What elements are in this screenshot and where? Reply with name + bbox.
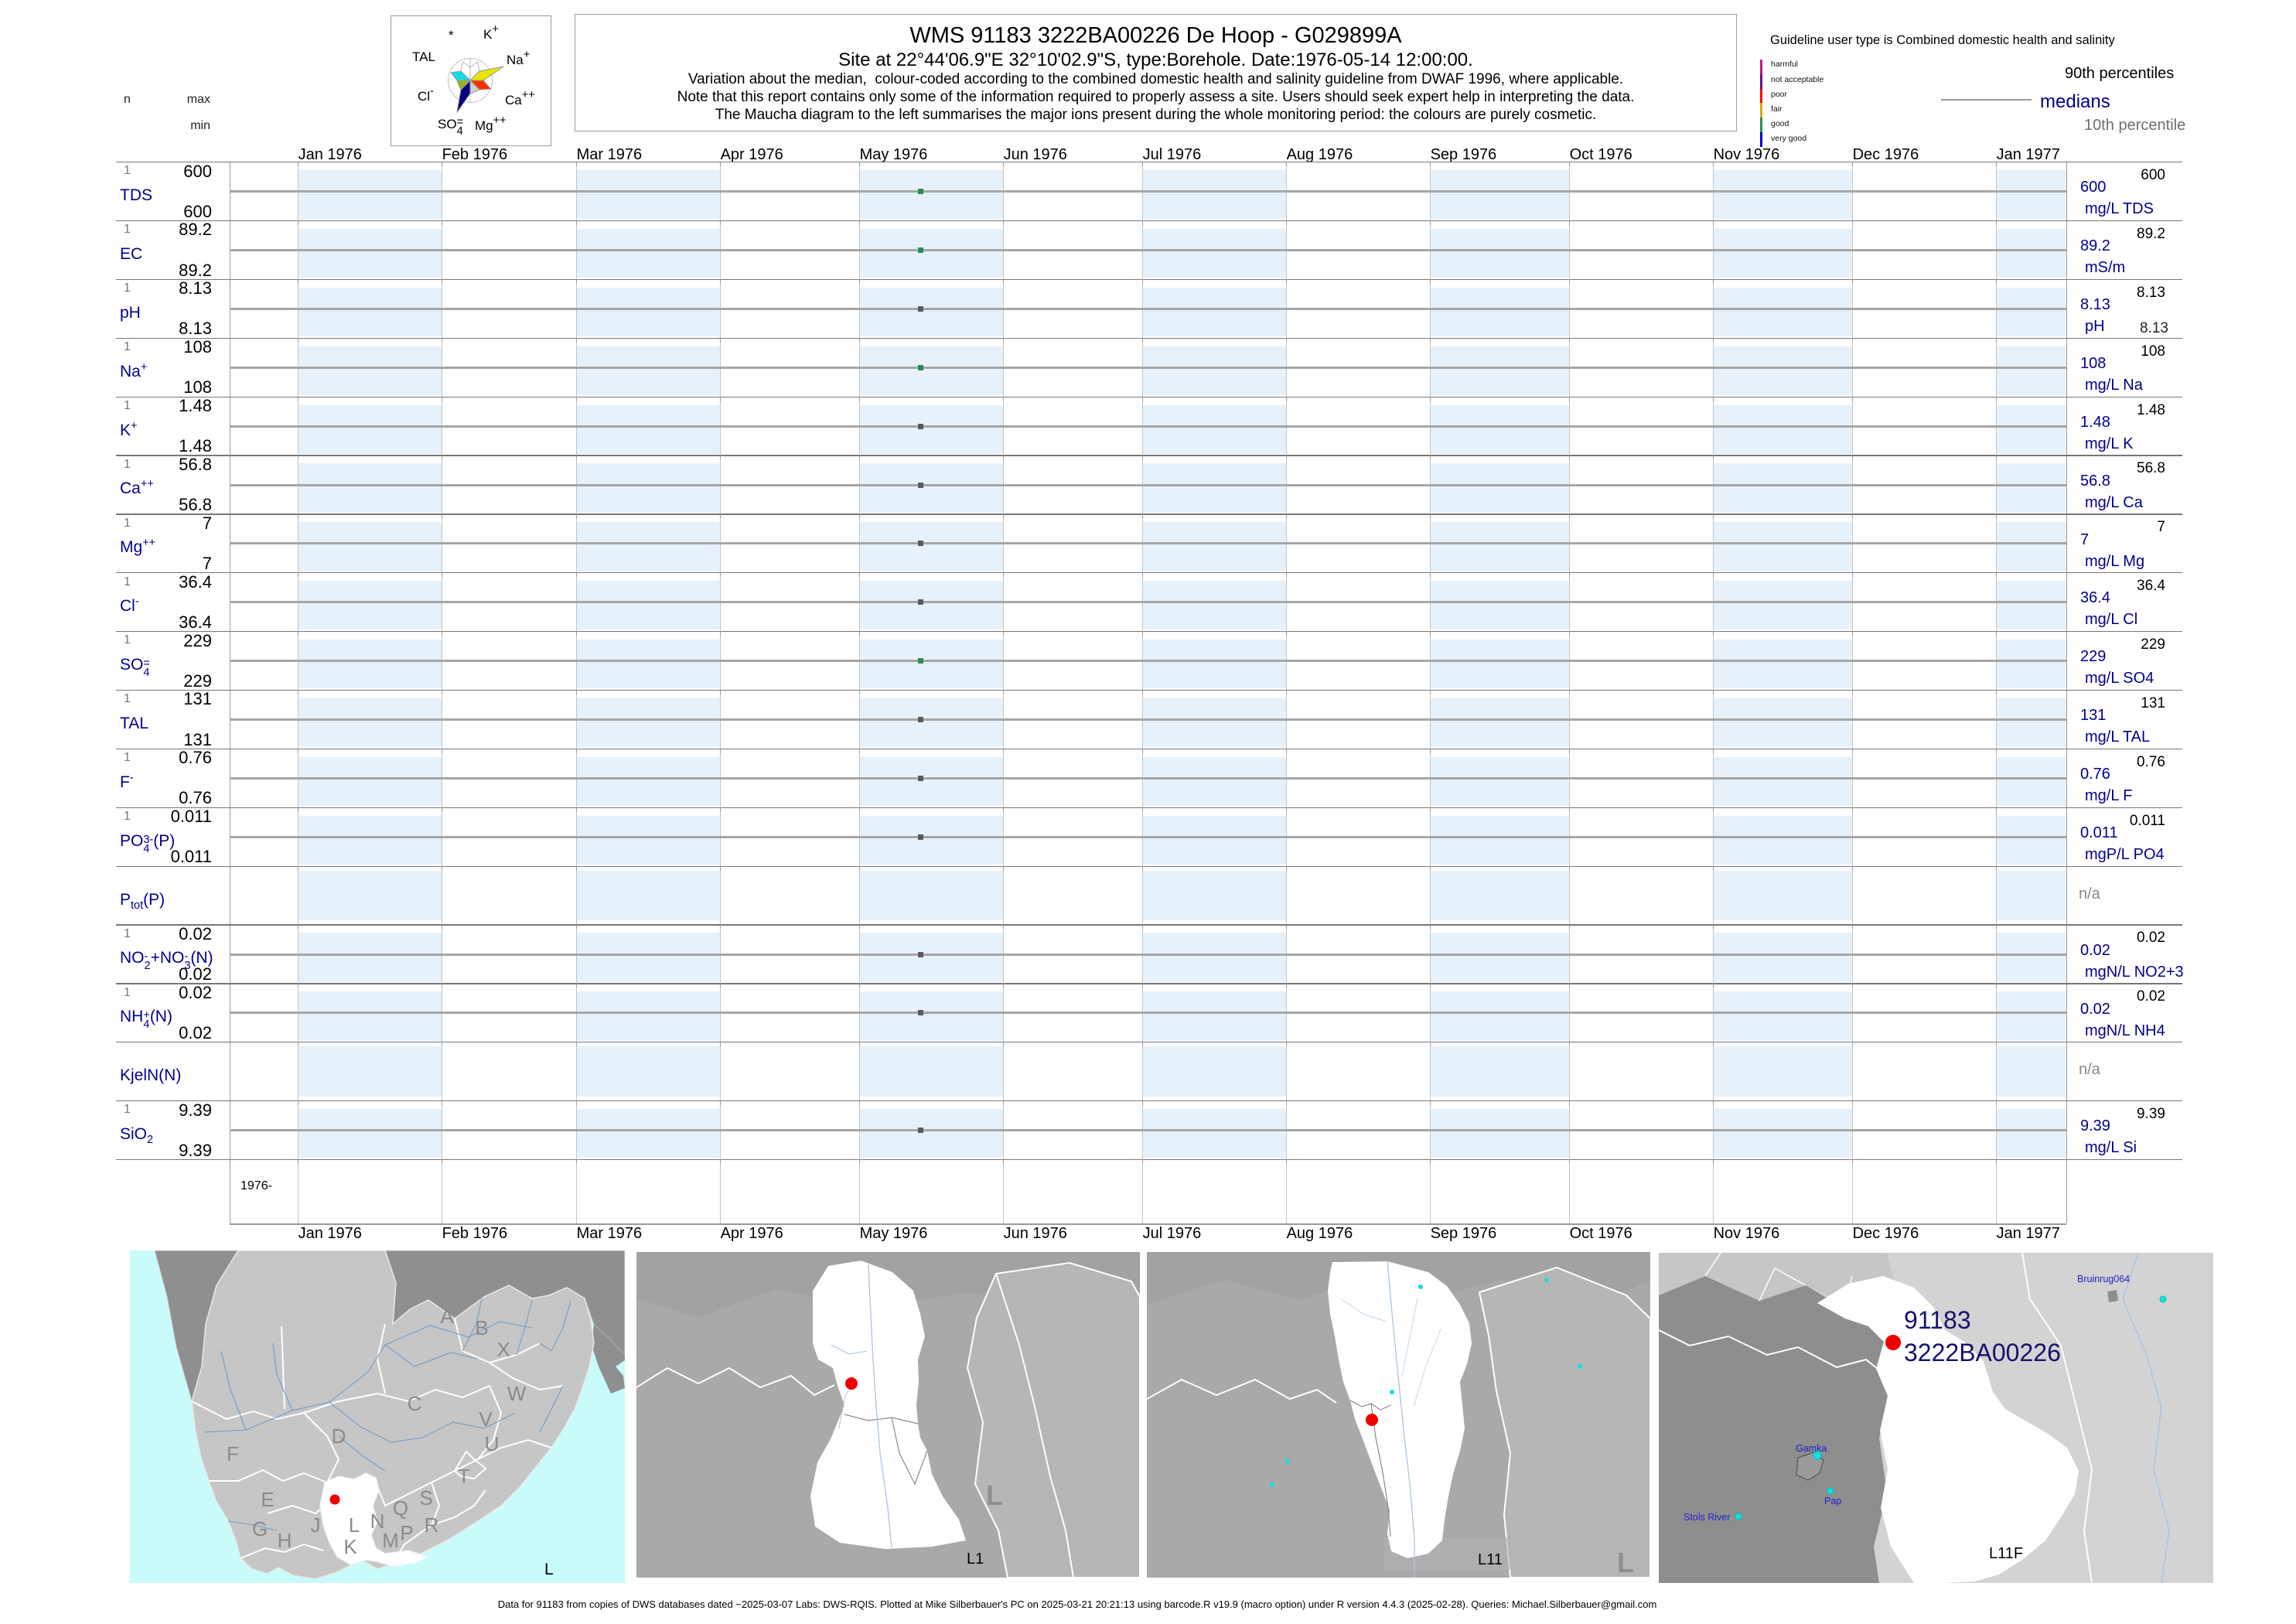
svg-text:V: V bbox=[479, 1407, 493, 1431]
svg-text:L11F: L11F bbox=[1989, 1545, 2023, 1562]
svg-text:M: M bbox=[382, 1529, 399, 1552]
svg-text:Q: Q bbox=[393, 1496, 408, 1520]
svg-text:J: J bbox=[311, 1513, 321, 1537]
svg-text:F: F bbox=[227, 1442, 239, 1465]
svg-text:E: E bbox=[261, 1488, 274, 1511]
svg-text:X: X bbox=[496, 1338, 510, 1361]
svg-text:B: B bbox=[475, 1316, 488, 1339]
svg-text:N: N bbox=[370, 1510, 385, 1533]
svg-text:R: R bbox=[425, 1513, 439, 1537]
svg-text:H: H bbox=[278, 1529, 292, 1552]
svg-text:G: G bbox=[252, 1517, 268, 1540]
svg-text:A: A bbox=[440, 1305, 454, 1328]
svg-text:Bruinrug064: Bruinrug064 bbox=[2077, 1274, 2130, 1285]
svg-text:L1: L1 bbox=[967, 1551, 984, 1568]
svg-text:P: P bbox=[400, 1521, 413, 1544]
svg-text:Gamka: Gamka bbox=[1796, 1443, 1827, 1454]
svg-text:C: C bbox=[408, 1392, 422, 1415]
svg-text:Pap: Pap bbox=[1824, 1496, 1841, 1506]
svg-text:T: T bbox=[458, 1465, 470, 1488]
svg-text:3222BA00226: 3222BA00226 bbox=[1904, 1339, 2061, 1366]
svg-text:U: U bbox=[485, 1432, 500, 1455]
svg-text:L: L bbox=[986, 1479, 1003, 1511]
svg-text:L: L bbox=[1617, 1547, 1634, 1578]
svg-text:L: L bbox=[544, 1561, 554, 1578]
svg-text:91183: 91183 bbox=[1904, 1306, 1971, 1334]
svg-text:W: W bbox=[507, 1382, 527, 1405]
svg-text:L: L bbox=[349, 1513, 360, 1537]
svg-text:S: S bbox=[419, 1486, 432, 1510]
svg-text:L11: L11 bbox=[1478, 1551, 1503, 1568]
svg-text:K: K bbox=[343, 1535, 357, 1558]
svg-text:Stols River: Stols River bbox=[1684, 1512, 1730, 1523]
svg-text:D: D bbox=[332, 1424, 346, 1448]
